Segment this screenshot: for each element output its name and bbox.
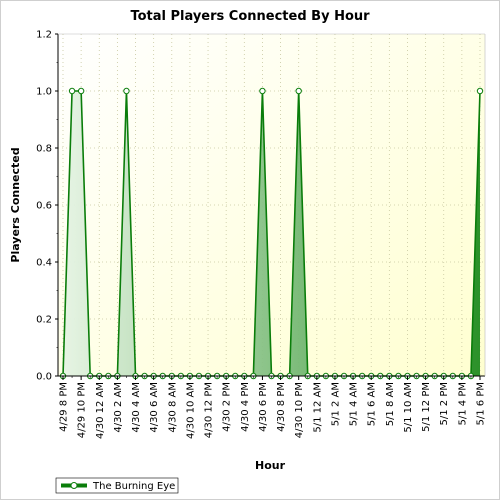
data-point bbox=[77, 87, 85, 95]
x-tick-label: 5/1 6 AM bbox=[367, 382, 378, 426]
y-tick-label: 0.8 bbox=[36, 144, 52, 155]
x-tick-label: 4/30 12 AM bbox=[95, 382, 106, 439]
data-point bbox=[476, 87, 484, 95]
data-point bbox=[68, 87, 76, 95]
legend-marker bbox=[70, 482, 78, 489]
data-point bbox=[123, 87, 130, 95]
x-tick-label: 5/1 4 PM bbox=[457, 382, 468, 425]
x-tick-label: 5/1 2 AM bbox=[330, 382, 341, 426]
x-tick-label: 4/29 10 PM bbox=[77, 382, 88, 438]
x-tick-label: 4/30 4 AM bbox=[131, 382, 142, 433]
x-tick-label: 4/30 6 PM bbox=[258, 382, 269, 432]
data-point bbox=[259, 87, 266, 95]
legend-label: The Burning Eye bbox=[92, 481, 175, 492]
y-axis-title: Players Connected bbox=[9, 147, 22, 262]
x-tick-label: 4/30 10 AM bbox=[185, 382, 196, 439]
x-tick-label: 4/30 6 AM bbox=[149, 382, 160, 433]
y-axis-ticks: 0.0 0.2 0.4 0.6 0.8 1.0 1.2 bbox=[36, 30, 58, 383]
y-tick-label: 1.2 bbox=[36, 30, 52, 41]
y-tick-label: 0.2 bbox=[36, 315, 52, 326]
data-point bbox=[295, 87, 302, 95]
x-tick-label: 5/1 12 AM bbox=[312, 382, 323, 433]
x-tick-label: 5/1 2 PM bbox=[439, 382, 450, 425]
y-tick-label: 0.0 bbox=[36, 372, 52, 383]
x-tick-label: 5/1 6 PM bbox=[476, 382, 487, 425]
x-tick-label: 4/30 10 PM bbox=[294, 382, 305, 438]
x-tick-label: 4/30 12 PM bbox=[204, 382, 215, 438]
y-tick-label: 0.6 bbox=[36, 201, 52, 212]
x-tick-label: 5/1 8 AM bbox=[385, 382, 396, 426]
y-tick-label: 1.0 bbox=[36, 87, 52, 98]
x-tick-label: 4/30 8 PM bbox=[276, 382, 287, 432]
x-tick-label: 5/1 12 PM bbox=[421, 382, 432, 432]
x-axis-title: Hour bbox=[255, 459, 286, 472]
x-tick-label: 5/1 10 AM bbox=[403, 382, 414, 433]
x-tick-label: 4/30 2 PM bbox=[222, 382, 233, 432]
legend: The Burning Eye bbox=[55, 477, 179, 494]
x-tick-label: 4/30 2 AM bbox=[113, 382, 124, 433]
y-tick-label: 0.4 bbox=[36, 258, 52, 269]
x-axis-ticks: 4/29 8 PM 4/29 10 PM 4/30 12 AM 4/30 2 AM 4/… bbox=[59, 376, 487, 439]
x-tick-label: 5/1 4 AM bbox=[349, 382, 360, 426]
x-tick-label: 4/30 8 AM bbox=[167, 382, 178, 433]
chart-title: Total Players Connected By Hour bbox=[130, 9, 370, 24]
x-tick-label: 4/29 8 PM bbox=[59, 382, 70, 432]
legend-box bbox=[55, 477, 179, 494]
x-tick-label: 4/30 4 PM bbox=[240, 382, 251, 432]
